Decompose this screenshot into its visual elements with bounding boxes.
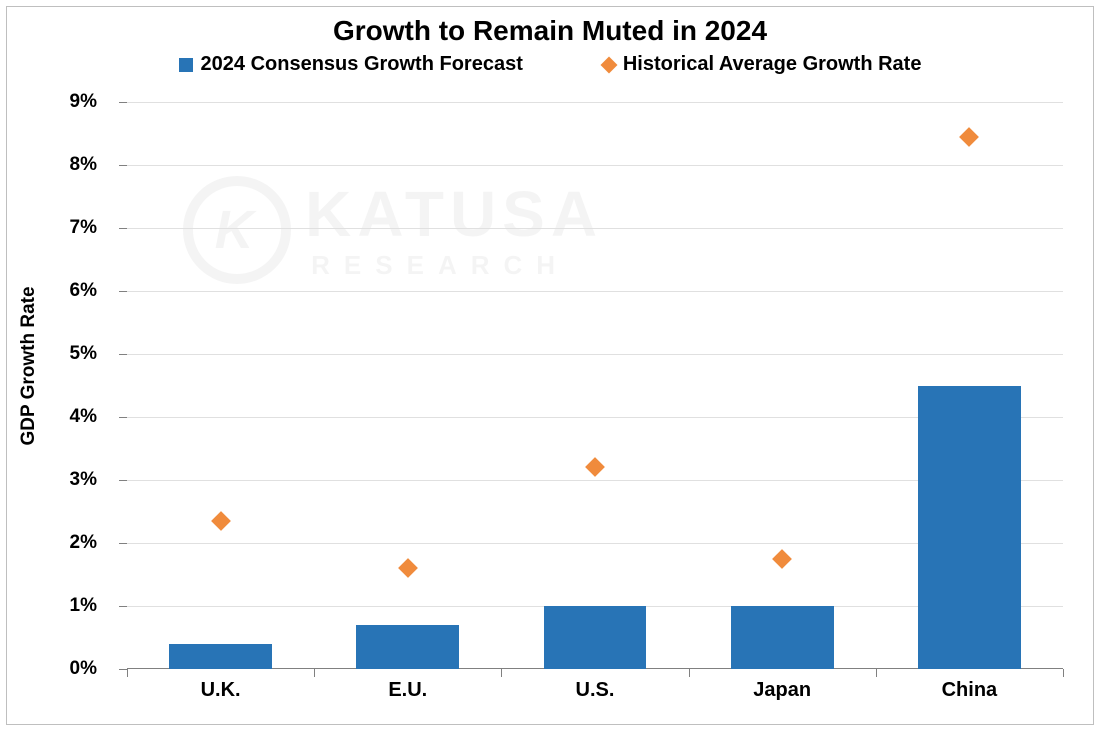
gridline [127, 354, 1063, 355]
gridline [127, 291, 1063, 292]
x-category-label: U.S. [576, 669, 615, 702]
bar [544, 606, 647, 669]
x-tick-mark [501, 669, 502, 677]
chart-title: Growth to Remain Muted in 2024 [7, 15, 1093, 47]
x-category-label: China [942, 669, 998, 702]
x-tick-mark [314, 669, 315, 677]
gridline [127, 165, 1063, 166]
x-tick-mark [127, 669, 128, 677]
legend: 2024 Consensus Growth Forecast Historica… [7, 53, 1093, 76]
bar [169, 644, 272, 669]
y-tick-label: 7% [70, 217, 127, 239]
chart-outer: Growth to Remain Muted in 2024 2024 Cons… [6, 6, 1094, 725]
x-tick-mark [689, 669, 690, 677]
x-category-label: Japan [753, 669, 811, 702]
diamond-marker-icon [398, 558, 418, 578]
gridline [127, 228, 1063, 229]
legend-swatch-diamond-icon [600, 56, 617, 73]
bar [918, 386, 1021, 670]
y-tick-label: 6% [70, 280, 127, 302]
y-tick-label: 3% [70, 469, 127, 491]
x-category-label: U.K. [201, 669, 241, 702]
diamond-marker-icon [772, 549, 792, 569]
x-tick-mark [876, 669, 877, 677]
legend-swatch-bar-icon [179, 58, 193, 72]
bar [356, 625, 459, 669]
y-tick-label: 4% [70, 406, 127, 428]
legend-label-historical: Historical Average Growth Rate [623, 53, 922, 76]
y-tick-label: 9% [70, 91, 127, 113]
gridline [127, 102, 1063, 103]
bar [731, 606, 834, 669]
diamond-marker-icon [585, 457, 605, 477]
x-tick-mark [1063, 669, 1064, 677]
y-tick-label: 8% [70, 154, 127, 176]
y-tick-label: 0% [70, 658, 127, 680]
legend-label-forecast: 2024 Consensus Growth Forecast [201, 53, 523, 76]
diamond-marker-icon [959, 127, 979, 147]
y-tick-label: 2% [70, 532, 127, 554]
plot-area: 0%1%2%3%4%5%6%7%8%9%U.K.E.U.U.S.JapanChi… [127, 102, 1063, 669]
plot-wrap: K KATUSA RESEARCH 0%1%2%3%4%5%6%7%8%9%U.… [127, 102, 1063, 669]
y-tick-label: 1% [70, 595, 127, 617]
x-category-label: E.U. [388, 669, 427, 702]
y-tick-label: 5% [70, 343, 127, 365]
legend-item-historical: Historical Average Growth Rate [603, 53, 922, 76]
legend-item-forecast: 2024 Consensus Growth Forecast [179, 53, 523, 76]
chart-frame: Growth to Remain Muted in 2024 2024 Cons… [0, 0, 1100, 731]
diamond-marker-icon [211, 511, 231, 531]
y-axis-title: GDP Growth Rate [18, 286, 40, 445]
